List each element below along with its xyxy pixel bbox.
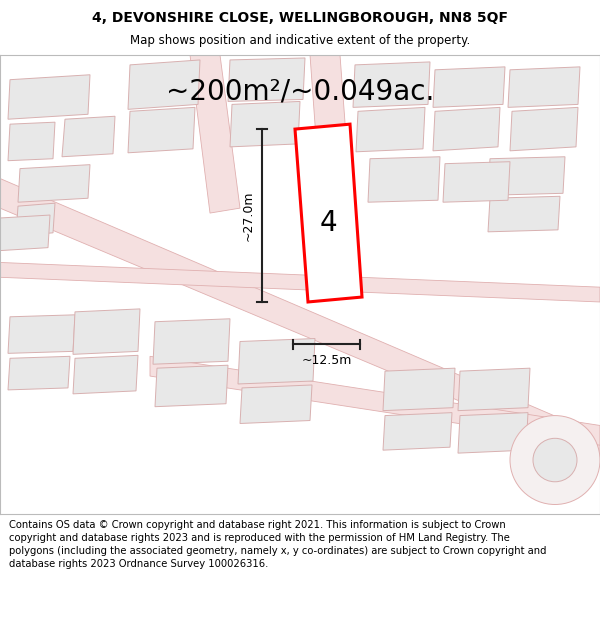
Polygon shape [62,116,115,157]
Polygon shape [190,55,240,213]
Polygon shape [8,356,70,390]
Polygon shape [0,262,600,302]
Polygon shape [8,315,75,353]
Polygon shape [443,162,510,202]
Text: ~12.5m: ~12.5m [301,354,352,367]
Polygon shape [240,385,312,424]
Circle shape [510,416,600,504]
Polygon shape [18,164,90,202]
Polygon shape [383,368,455,411]
Text: ~200m²/~0.049ac.: ~200m²/~0.049ac. [166,78,434,106]
Polygon shape [73,309,140,354]
Polygon shape [73,356,138,394]
Text: 4, DEVONSHIRE CLOSE, WELLINGBOROUGH, NN8 5QF: 4, DEVONSHIRE CLOSE, WELLINGBOROUGH, NN8… [92,11,508,25]
Polygon shape [383,412,452,450]
Polygon shape [8,75,90,119]
Polygon shape [368,157,440,202]
Polygon shape [295,124,362,302]
Polygon shape [228,58,305,101]
Polygon shape [238,339,315,384]
Polygon shape [150,356,600,445]
Polygon shape [155,365,228,407]
Polygon shape [16,203,55,236]
Polygon shape [8,122,55,161]
Text: Contains OS data © Crown copyright and database right 2021. This information is : Contains OS data © Crown copyright and d… [9,519,547,569]
Polygon shape [0,215,50,251]
Polygon shape [458,368,530,411]
Polygon shape [353,62,430,107]
Text: 4: 4 [320,209,338,237]
Polygon shape [488,196,560,232]
Polygon shape [458,412,528,453]
Polygon shape [0,179,600,460]
Polygon shape [356,107,425,152]
Polygon shape [508,67,580,108]
Polygon shape [488,157,565,195]
Polygon shape [128,107,195,152]
Polygon shape [433,67,505,108]
Polygon shape [510,107,578,151]
Polygon shape [128,60,200,109]
Circle shape [533,438,577,482]
Polygon shape [230,101,300,147]
Polygon shape [153,319,230,364]
Text: Map shows position and indicative extent of the property.: Map shows position and indicative extent… [130,34,470,47]
Text: ~27.0m: ~27.0m [241,190,254,241]
Polygon shape [433,107,500,151]
Polygon shape [310,55,355,262]
